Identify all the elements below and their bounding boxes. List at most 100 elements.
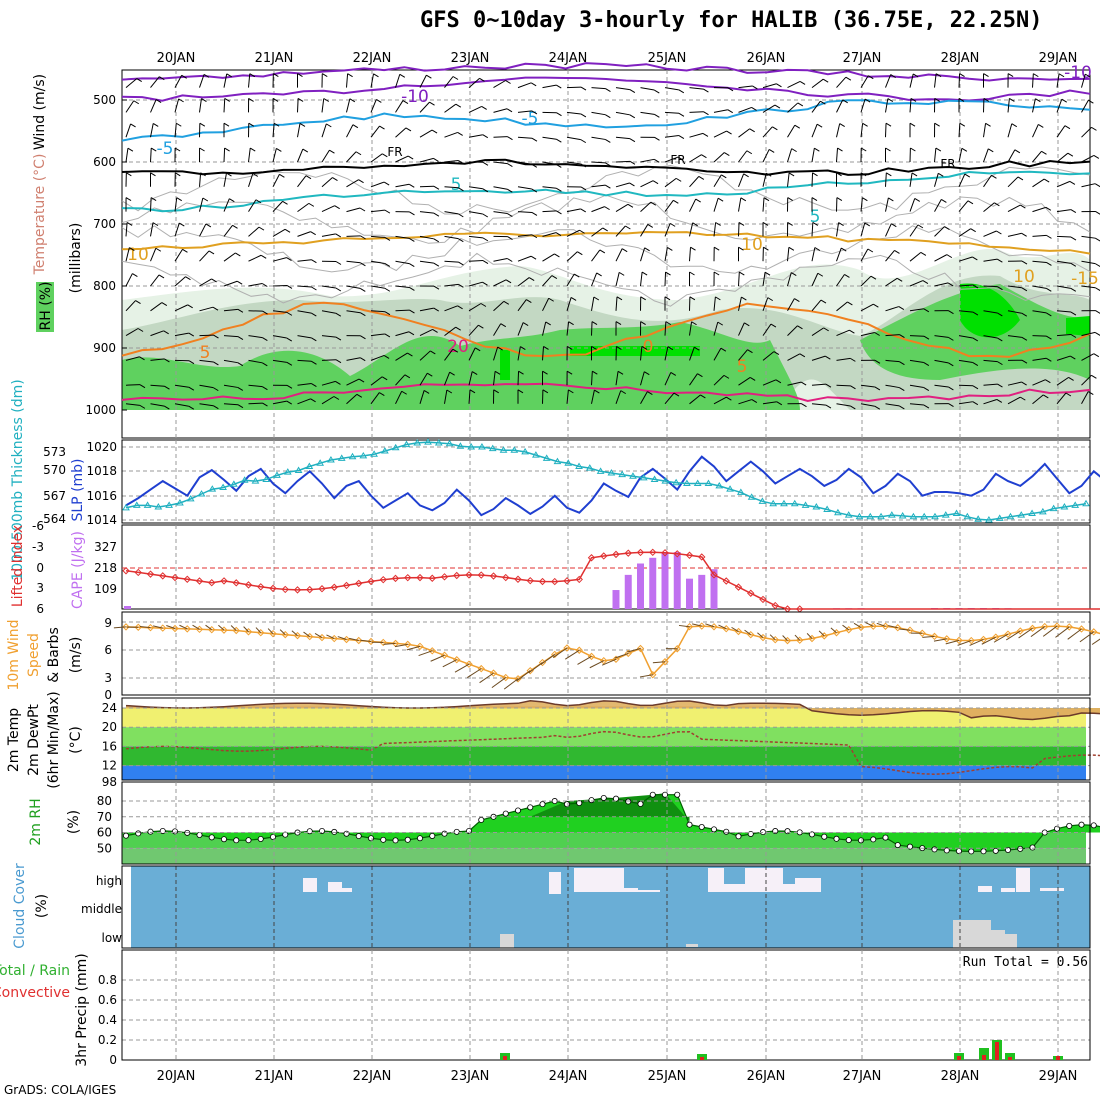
wind-barb (1007, 381, 1022, 386)
wind-barb-10m (652, 661, 666, 664)
cloud-tick-label: high (96, 874, 122, 888)
wind-barb-flag (1043, 178, 1050, 183)
wind-barb-flag (890, 74, 896, 79)
wind-barb-flag (203, 73, 210, 78)
wind-barb-10m (406, 645, 421, 651)
wind-barb-flag (383, 355, 390, 359)
wind-barb-flag (791, 148, 797, 153)
wind-barb (1081, 260, 1096, 265)
date-label-bottom: 24JAN (549, 1069, 588, 1084)
date-label-bottom: 29JAN (1039, 1069, 1078, 1084)
wind-barb-flag (850, 357, 856, 362)
wind-barb-flag (423, 389, 430, 394)
wind-barb-flag (996, 230, 1002, 235)
rh-marker (171, 828, 178, 835)
wind-barb-flag (874, 359, 881, 364)
wind-barb-10m (516, 670, 531, 682)
wind-barb (248, 402, 263, 405)
wind-barb (811, 100, 821, 113)
wind-barb-flag (738, 221, 745, 226)
wind-barb (468, 371, 473, 386)
wind-barb (1056, 152, 1069, 163)
wind-barb-flag (551, 275, 558, 280)
wind-speed-marker (428, 647, 436, 655)
wind-barb (125, 356, 140, 361)
wind-barb-flag (617, 370, 624, 375)
wind-barb-10m (528, 662, 543, 674)
wind-barb (321, 359, 337, 361)
chart-title: GFS 0~10day 3-hourly for HALIB (36.75E, … (420, 8, 1043, 33)
thickness-marker (327, 456, 335, 463)
wind-barb (664, 247, 668, 262)
wind-barb-flag (840, 247, 847, 252)
wind-barb (738, 128, 750, 138)
wind-barb (493, 80, 506, 89)
precip-bg (122, 950, 1090, 1060)
lifted-index-marker (134, 568, 142, 577)
wind-barb (370, 354, 385, 361)
wind-barb-flag (812, 221, 819, 226)
wind-barb-flag (211, 278, 217, 283)
wind-barb (444, 160, 459, 163)
wind-barb (1007, 98, 1010, 113)
wind-barb (934, 254, 948, 262)
wind-barb (517, 82, 532, 89)
wind-barb (787, 298, 795, 312)
wind-barb-flag (767, 297, 774, 302)
wind-barb-flag (384, 236, 391, 241)
wind-barb (272, 148, 277, 163)
thickness-marker (294, 466, 303, 474)
wind-barb (272, 228, 286, 237)
wind-barb (321, 123, 327, 138)
wind-barb-flag (1046, 287, 1052, 292)
wind-barb-flag (647, 391, 653, 396)
thickness-marker (963, 512, 972, 520)
lifted-tick-label: 0 (36, 561, 44, 575)
thickness-marker (219, 483, 227, 491)
wind-barb (615, 390, 622, 404)
wind-barb-10m (731, 626, 739, 632)
wind-barb-10m (627, 648, 641, 653)
wind-barb-flag (948, 310, 954, 315)
temp-ylabel-d: (°C) (68, 726, 84, 754)
cloud-high-block (549, 872, 561, 894)
wind-barb-flag (213, 334, 219, 339)
lifted-index-marker (514, 575, 522, 583)
wind-barb-flag (152, 123, 159, 127)
wind-barb (934, 359, 949, 364)
wind-barb (321, 310, 336, 314)
rh-marker (380, 836, 387, 843)
wind-barb-flag (531, 137, 538, 142)
lifted-index-marker (171, 573, 179, 582)
wind-barb (738, 222, 740, 237)
wind-barb (150, 123, 154, 138)
wind-barb-flag (433, 157, 439, 162)
date-label-top: 29JAN (1039, 51, 1078, 66)
wind-barb (370, 285, 385, 289)
wind-barb-flag (800, 381, 807, 386)
wind-barb (346, 260, 361, 264)
wind-barb (370, 310, 386, 313)
thickness-marker (283, 468, 292, 475)
wind-barb-flag (159, 76, 165, 81)
wind-barb-flag (844, 274, 850, 278)
cloud-high-block (638, 890, 660, 892)
wind-barb-flag (625, 225, 631, 230)
wind-barb (591, 249, 601, 262)
contour-label: 10 (741, 235, 763, 255)
wind-barb (493, 186, 508, 190)
thickness-marker (985, 516, 993, 523)
cape-tick-label: 218 (94, 561, 117, 575)
cloud-low-block (991, 930, 1005, 948)
wind-barb (909, 73, 914, 88)
wind-barb-flag (713, 271, 720, 276)
wind-speed-marker (379, 638, 387, 647)
rh-marker (515, 807, 522, 814)
wind-barb (199, 74, 205, 88)
wind-barb (787, 272, 792, 287)
wind-barb (1056, 285, 1071, 289)
wind-speed-marker (269, 629, 277, 638)
wind-barb-flag (934, 122, 940, 127)
wind-barb (1056, 376, 1069, 386)
